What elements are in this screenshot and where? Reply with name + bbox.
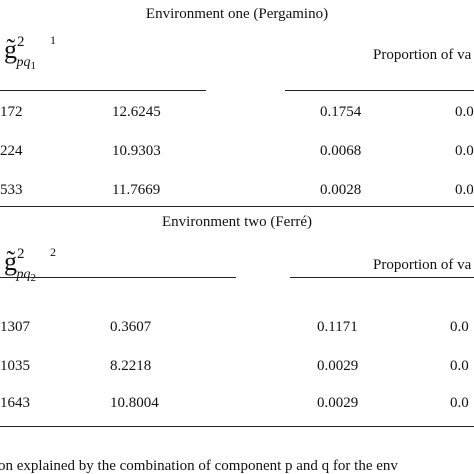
table-cell: 10.9303	[112, 143, 161, 159]
table-cell: 10.8004	[110, 395, 159, 411]
table-cell: 0.0029	[317, 395, 359, 411]
symbol: g̃	[4, 247, 17, 276]
table-cell: 533	[0, 182, 23, 198]
rule	[290, 277, 474, 278]
table-cell: 172	[0, 104, 23, 120]
rule	[0, 90, 206, 91]
symbol-sub-index: 2	[30, 272, 37, 284]
rule	[0, 426, 474, 427]
column-header-symbol: g̃2pq11	[4, 34, 56, 72]
table-cell: 1643	[0, 395, 30, 411]
table-cell: 0.0068	[320, 143, 362, 159]
table-cell: 12.6245	[112, 104, 161, 120]
table-cell: 1035	[0, 358, 30, 374]
column-header: Proportion of va	[373, 47, 472, 63]
table-cell: 0.1171	[317, 319, 358, 335]
table-cell: 0.0028	[320, 182, 362, 198]
table-cell: 0.0029	[317, 358, 359, 374]
symbol: g̃	[4, 35, 17, 64]
table-cell: 224	[0, 143, 23, 159]
footnote-mark: 2	[50, 245, 56, 259]
table-cell: 0.0	[455, 182, 474, 198]
table-cell: 0.0	[450, 395, 469, 411]
symbol-sup: 2	[17, 246, 25, 262]
rule	[0, 206, 474, 207]
table-cell: 1307	[0, 319, 30, 335]
symbol-sup: 2	[17, 34, 25, 50]
table-cell: 0.1754	[320, 104, 362, 120]
symbol-sub: pq	[16, 55, 31, 70]
table-cell: 0.0	[450, 358, 469, 374]
footnote: on explained by the combination of compo…	[0, 458, 398, 474]
rule	[285, 90, 474, 91]
column-header-symbol: g̃2pq22	[4, 246, 56, 284]
table-cell: 0.0	[455, 143, 474, 159]
footnote-mark: 1	[50, 33, 56, 47]
table-cell: 11.7669	[112, 182, 161, 198]
table-cell: 8.2218	[110, 358, 152, 374]
rule	[0, 277, 236, 278]
symbol-sub-index: 1	[30, 60, 37, 72]
column-header: Proportion of va	[373, 257, 472, 273]
table-cell: 0.0	[450, 319, 469, 335]
section-title: Environment two (Ferré)	[162, 214, 312, 230]
section-title: Environment one (Pergamino)	[145, 6, 329, 22]
table-cell: 0.3607	[110, 319, 152, 335]
symbol-sub: pq	[16, 267, 31, 282]
table-cell: 0.0	[455, 104, 474, 120]
